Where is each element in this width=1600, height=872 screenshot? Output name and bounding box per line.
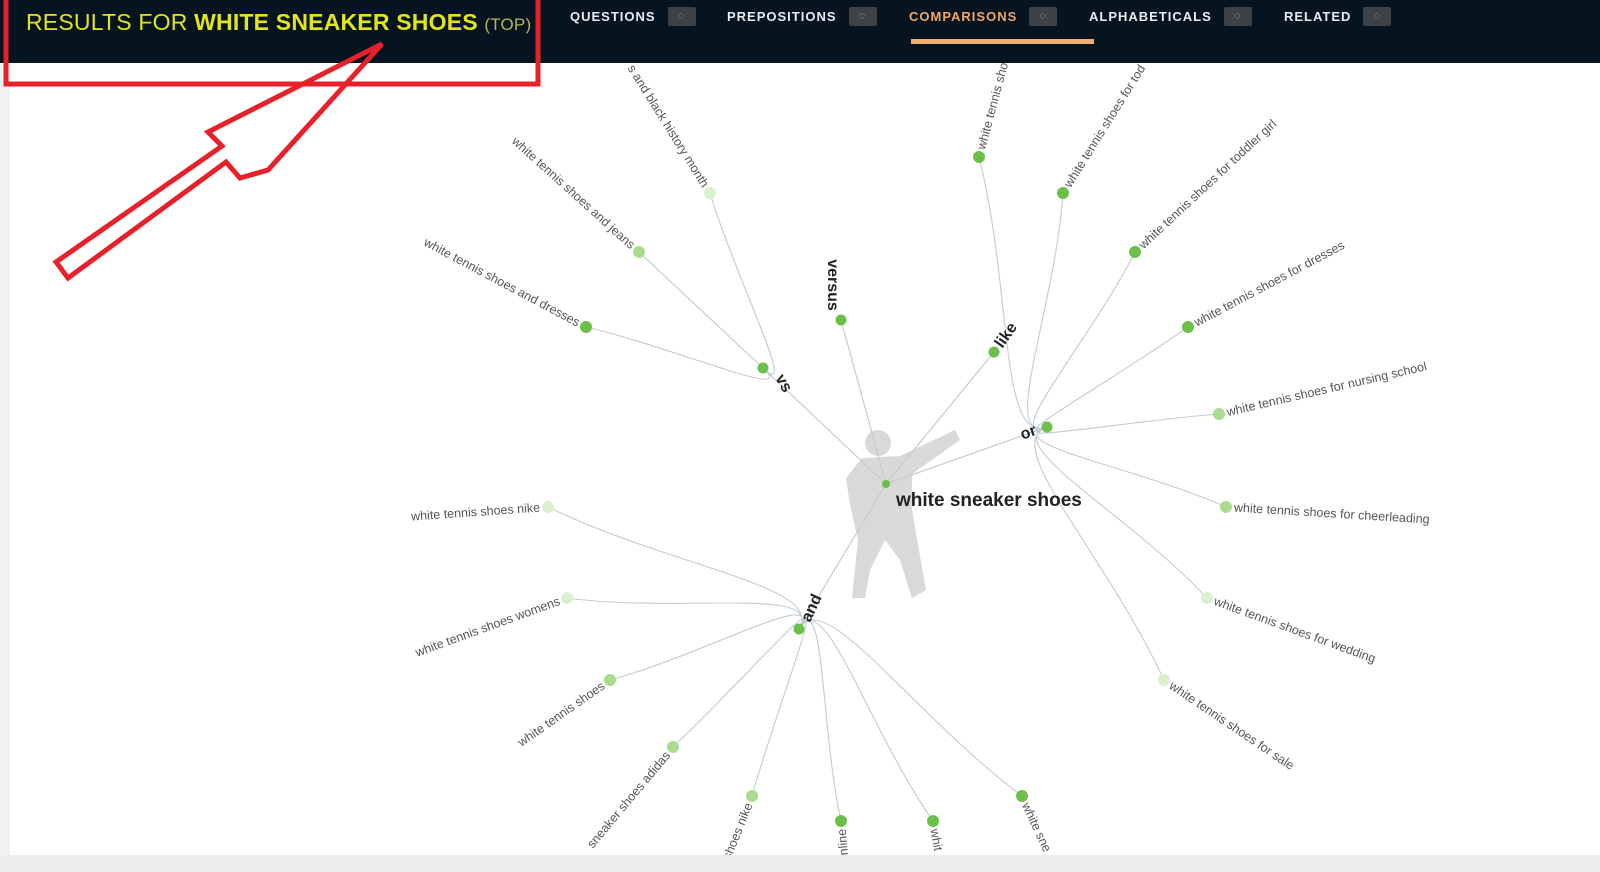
hub-label[interactable]: vs [772,372,796,396]
leaf-node[interactable] [1220,501,1232,513]
leaf-node[interactable] [973,151,985,163]
leaf-label[interactable]: s and black history month [625,62,712,190]
leaf-label[interactable]: white tennis shoes womens [413,594,562,660]
leaf-label[interactable]: nline [835,828,851,855]
leaf-node[interactable] [704,187,716,199]
hub-node[interactable] [988,346,1000,358]
spinner-icon: ◌ [667,6,696,26]
leaf-node[interactable] [1213,408,1225,420]
page-title: RESULTS FOR WHITE SNEAKER SHOES (TOP) [26,9,531,36]
leaf-node[interactable] [1158,674,1170,686]
leaf-label[interactable]: whit [927,827,945,853]
leaf-label[interactable]: white tennis shoes [514,679,607,750]
leaf-label[interactable]: white sne [1019,799,1054,854]
title-suffix: (TOP) [484,15,532,34]
link [609,614,803,681]
leaf-node[interactable] [633,246,645,258]
link [1036,413,1220,434]
link [798,620,934,822]
leaf-node[interactable] [667,741,679,753]
leaf-label[interactable]: white tennis shoes for cheerleading [1233,500,1430,526]
spinner-icon: ◌ [848,6,877,26]
link [1035,426,1208,599]
link [1035,326,1189,431]
active-tab-indicator [911,39,1094,44]
leaf-node[interactable] [1057,187,1069,199]
tab-label: QUESTIONS [570,8,656,24]
leaf-label[interactable]: white tennis shoes for wedding [1211,594,1377,666]
leaf-node[interactable] [604,674,616,686]
hub-node[interactable] [757,362,769,374]
hub-label[interactable]: versus [824,259,841,311]
link [798,620,842,822]
center-keyword-label: white sneaker shoes [895,490,1082,511]
leaf-node[interactable] [1129,246,1141,258]
spinner-icon: ◌ [1223,6,1252,26]
leaf-node[interactable] [561,592,573,604]
link [751,619,807,797]
leaf-label[interactable]: white tennis shoes for dresses [1191,238,1347,330]
leaf-label[interactable]: white tennis sho [974,61,1011,152]
leaf-label[interactable]: white tennis shoes for nursing school [1224,359,1428,419]
link [798,619,1023,797]
leaf-label[interactable]: white tennis shoes for tod [1061,62,1149,191]
hub-node[interactable] [793,623,805,635]
tab-prepositions[interactable]: PREPOSITIONS ◌ [727,6,877,26]
hub-node[interactable] [1041,421,1053,433]
link [709,192,775,375]
leaf-label[interactable]: white tennis shoes nike [410,501,541,524]
figure-silhouette-icon [846,430,960,598]
link [1034,426,1165,681]
link [566,597,803,630]
tab-comparisons[interactable]: COMPARISONS ◌ [909,6,1058,26]
leaf-node[interactable] [927,815,939,827]
tab-questions[interactable]: QUESTIONS ◌ [570,6,696,26]
leaf-node[interactable] [1201,592,1213,604]
hub-label[interactable]: or [1018,422,1039,443]
tab-alphabeticals[interactable]: ALPHABETICALS ◌ [1089,6,1252,26]
link [978,156,1048,429]
tab-label: PREPOSITIONS [727,8,837,24]
center-node [882,480,890,488]
leaf-label[interactable]: shoes nike [720,801,755,855]
leaf-label[interactable]: white tennis shoes for toddler girl [1135,117,1279,253]
leaf-label[interactable]: white tennis shoes and dresses [421,235,582,330]
leaf-node[interactable] [580,321,592,333]
hub-label[interactable]: like [992,320,1021,352]
tab-label: COMPARISONS [909,8,1018,24]
title-keyword: WHITE SNEAKER SHOES [194,9,478,35]
leaf-label[interactable]: white tennis shoes for sale [1166,678,1297,773]
leaf-node[interactable] [542,501,554,513]
link [638,251,772,376]
tab-label: RELATED [1284,8,1352,24]
horizontal-scrollbar[interactable] [0,855,1600,872]
leaf-label[interactable]: white tennis shoes and jeans [508,133,637,251]
link [672,618,805,748]
leaf-label[interactable]: sneaker shoes adidas [584,749,673,851]
spinner-icon: ◌ [1029,6,1058,26]
tab-related[interactable]: RELATED ◌ [1284,6,1392,26]
hub-node[interactable] [835,314,847,326]
link [585,326,771,380]
page-left-gutter [0,63,10,872]
leaf-node[interactable] [1182,321,1194,333]
leaf-node[interactable] [835,815,847,827]
link [1027,192,1064,430]
leaf-node[interactable] [746,790,758,802]
link [1032,251,1136,430]
hub-label[interactable]: and [798,592,825,625]
top-nav-bar: RESULTS FOR WHITE SNEAKER SHOES (TOP) QU… [0,0,1600,63]
link [547,506,803,630]
leaf-node[interactable] [1016,790,1028,802]
tab-label: ALPHABETICALS [1089,8,1212,24]
spinner-icon: ◌ [1363,6,1392,26]
link [885,351,995,485]
title-prefix: RESULTS FOR [26,9,195,35]
